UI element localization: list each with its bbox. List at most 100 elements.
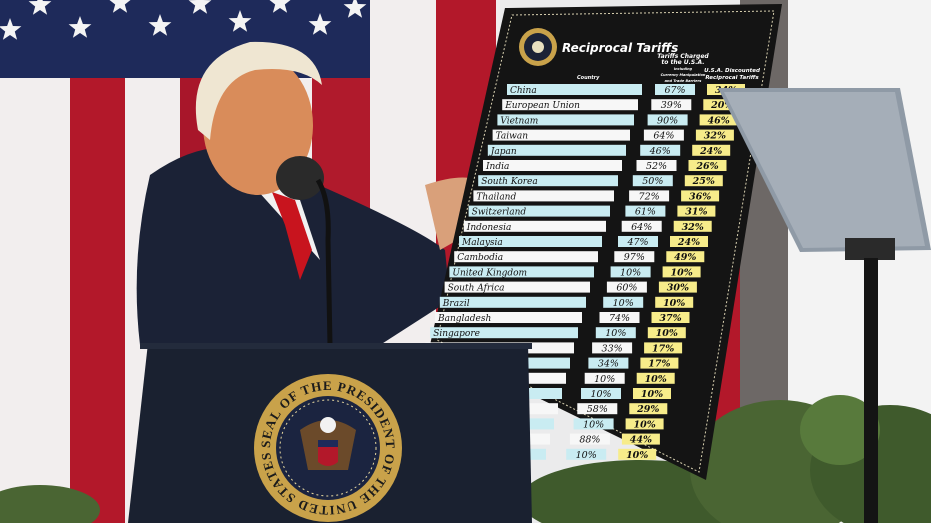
discounted-value: 10%	[645, 374, 667, 385]
discounted-cell	[662, 266, 701, 278]
star-icon	[68, 16, 92, 38]
discounted-value: 10%	[641, 389, 663, 400]
country-name: Japan	[489, 147, 517, 157]
charged-value: 74%	[609, 313, 630, 324]
tariff-row: Indonesia 64% 32%	[463, 220, 712, 233]
discounted-value: 29%	[636, 404, 659, 415]
charged-cell	[640, 144, 681, 156]
country-cell	[507, 84, 642, 95]
discounted-cell	[699, 114, 738, 126]
country-name: China	[510, 86, 537, 96]
discounted-cell	[681, 190, 720, 202]
tariff-row: Taiwan 64% 32%	[492, 129, 734, 142]
discounted-value: 44%	[630, 435, 652, 446]
discounted-value: 32%	[704, 131, 726, 142]
discounted-value: 10%	[656, 328, 678, 339]
country-name: Brazil	[442, 299, 470, 309]
country-cell	[444, 281, 590, 293]
tariff-row: European Union 39% 20%	[502, 99, 742, 111]
discounted-value: 10%	[663, 298, 685, 309]
discounted-value: 25%	[692, 176, 715, 187]
country-cell	[449, 266, 594, 278]
star-icon	[28, 0, 52, 15]
tariff-row: India 52% 26%	[483, 160, 727, 172]
discounted-cell	[647, 327, 686, 339]
charged-cell	[588, 357, 629, 369]
tariff-row: Malaysia 47% 24%	[459, 236, 708, 248]
discounted-cell	[688, 160, 727, 171]
discounted-value: 46%	[707, 115, 729, 126]
discounted-cell	[666, 251, 705, 263]
microphone	[276, 156, 333, 346]
charged-cell	[647, 114, 688, 126]
country-name: United Kingdom	[452, 268, 527, 278]
discounted-cell	[651, 312, 690, 323]
discounted-cell	[644, 342, 683, 354]
discounted-cell	[703, 99, 742, 111]
country-cell	[454, 251, 598, 263]
charged-cell	[655, 84, 695, 95]
charged-value: 10%	[590, 389, 611, 400]
country-name: Bangladesh	[437, 314, 491, 324]
charged-cell	[566, 448, 607, 460]
charged-value: 10%	[605, 328, 626, 339]
country-name: Vietnam	[500, 116, 538, 126]
speaker	[136, 41, 485, 345]
country-cell	[502, 99, 638, 111]
tariff-row: Cambodia 97% 49%	[454, 251, 705, 263]
discounted-cell	[692, 144, 731, 156]
country-name: Indonesia	[466, 223, 512, 233]
country-name: Malaysia	[461, 238, 503, 248]
charged-cell	[592, 342, 633, 354]
star-icon	[148, 14, 172, 36]
charged-cell	[599, 312, 640, 323]
charged-value: 64%	[631, 222, 652, 233]
charged-value: 52%	[646, 161, 667, 172]
country-cell	[439, 296, 586, 308]
country-name: South Korea	[481, 177, 538, 187]
charged-cell	[595, 327, 636, 339]
country-cell	[478, 175, 618, 187]
discounted-value: 31%	[685, 207, 707, 218]
country-name: European Union	[504, 101, 580, 111]
discounted-cell	[636, 372, 675, 384]
discounted-value: 17%	[652, 343, 674, 354]
charged-value: 10%	[576, 450, 597, 461]
board-title: Reciprocal Tariffs	[562, 41, 678, 55]
charged-cell	[577, 403, 618, 415]
tariff-row: Thailand 72% 36%	[473, 190, 720, 202]
star-icon	[308, 13, 332, 35]
charged-value: 61%	[635, 207, 656, 218]
discounted-cell	[633, 388, 671, 399]
podium: SEAL OF THE PRESIDENT OF THE UNITED STAT…	[128, 343, 532, 523]
column-header-country: Country	[577, 75, 600, 81]
country-cell	[435, 312, 582, 323]
tariff-row: Bangladesh 74% 37%	[435, 312, 690, 324]
face	[203, 55, 313, 195]
red-tie	[272, 192, 312, 280]
charged-value: 64%	[653, 131, 674, 142]
tariff-row: United Kingdom 10% 10%	[449, 266, 701, 278]
discounted-cell	[695, 129, 734, 141]
discounted-value: 10%	[670, 267, 692, 278]
column-header-charged-line: and Trade Barriers	[665, 79, 702, 83]
star-icon	[228, 10, 252, 32]
star-icon	[188, 0, 212, 14]
discounted-value: 20%	[710, 100, 733, 111]
discounted-value: 37%	[659, 313, 681, 324]
star-icon	[269, 0, 291, 13]
charged-cell	[606, 281, 647, 293]
country-name: Switzerland	[472, 208, 527, 218]
charged-cell	[643, 129, 684, 141]
charged-cell	[584, 372, 625, 384]
discounted-cell	[684, 175, 723, 187]
tariff-row: Brazil 10% 10%	[439, 296, 694, 309]
teleprompter	[718, 88, 931, 523]
discounted-value: 30%	[667, 283, 689, 294]
discounted-cell	[673, 220, 712, 232]
column-header-charged-line: to the U.S.A.	[661, 59, 704, 66]
country-cell	[483, 160, 622, 171]
charged-value: 97%	[624, 252, 645, 263]
